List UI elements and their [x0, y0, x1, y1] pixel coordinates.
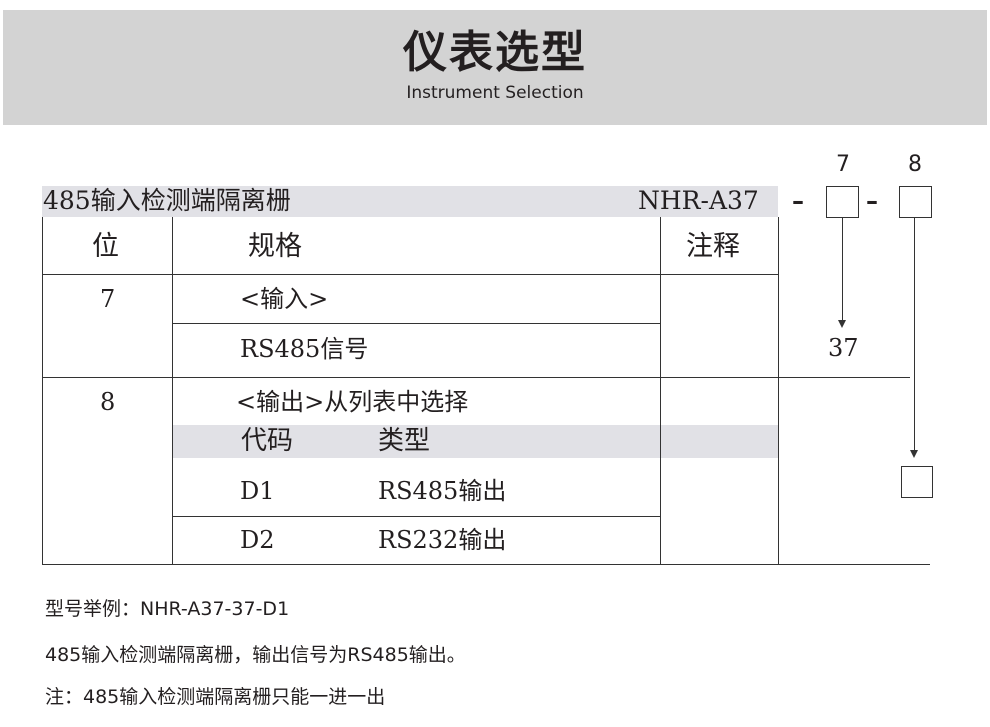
position-8-result-box	[901, 466, 933, 498]
position-8-label: 8	[908, 152, 922, 177]
divider	[172, 323, 660, 324]
subheader-type: 类型	[378, 426, 431, 456]
dash-1: –	[792, 187, 804, 215]
arrow-8-line	[914, 217, 915, 450]
model-description: 485输入检测端隔离栅，输出信号为RS485输出。	[45, 644, 466, 666]
position-7-box	[826, 186, 859, 218]
divider	[172, 516, 660, 517]
model-name: 485输入检测端隔离栅	[43, 186, 291, 215]
divider	[42, 274, 778, 275]
position-7-label: 7	[836, 152, 850, 177]
option-type: RS232输出	[378, 526, 507, 554]
row8-spec-title: <输出>从列表中选择	[236, 388, 469, 416]
divider	[778, 217, 779, 564]
position-8-box	[899, 186, 932, 218]
divider	[42, 564, 930, 565]
model-note: 注：485输入检测端隔离栅只能一进一出	[45, 686, 386, 708]
header-spec: 规格	[248, 231, 302, 262]
subheader-band	[172, 425, 778, 458]
model-code: NHR-A37	[638, 186, 759, 215]
header-banner	[3, 10, 987, 125]
arrow-7-line	[842, 217, 843, 320]
page-title: 仪表选型	[403, 27, 587, 78]
row7-position: 7	[100, 285, 116, 313]
header-note: 注释	[686, 231, 740, 262]
subheader-code: 代码	[241, 426, 294, 456]
arrow-down-icon	[838, 320, 846, 328]
option-code: D1	[240, 477, 275, 505]
divider	[42, 377, 910, 378]
header-position: 位	[92, 231, 119, 262]
row8-position: 8	[100, 388, 116, 416]
divider	[660, 217, 661, 564]
model-example: 型号举例：NHR-A37-37-D1	[45, 598, 290, 620]
option-code: D2	[240, 526, 275, 554]
option-type: RS485输出	[378, 477, 507, 505]
dash-2: –	[866, 187, 878, 215]
position-7-value: 37	[828, 334, 859, 362]
page-subtitle: Instrument Selection	[406, 83, 584, 103]
row7-spec-title: <输入>	[240, 285, 329, 313]
model-title-band	[42, 186, 778, 217]
arrow-down-icon	[910, 450, 918, 458]
divider	[172, 217, 173, 564]
row7-spec-value: RS485信号	[240, 335, 369, 363]
divider	[42, 217, 43, 564]
